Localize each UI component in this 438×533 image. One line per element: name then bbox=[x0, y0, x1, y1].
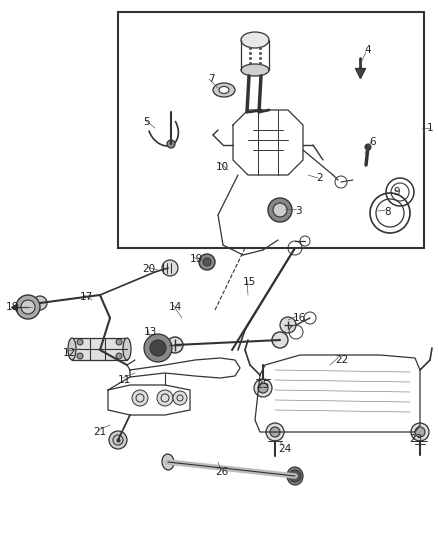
Text: 15: 15 bbox=[242, 277, 256, 287]
Ellipse shape bbox=[241, 32, 269, 48]
Circle shape bbox=[254, 379, 272, 397]
Text: 20: 20 bbox=[142, 264, 155, 274]
Text: 14: 14 bbox=[168, 302, 182, 312]
Text: 13: 13 bbox=[143, 327, 157, 337]
Text: 18: 18 bbox=[5, 302, 19, 312]
Text: 12: 12 bbox=[62, 348, 76, 358]
Circle shape bbox=[199, 254, 215, 270]
Text: 25: 25 bbox=[256, 380, 270, 390]
Circle shape bbox=[157, 390, 173, 406]
Text: 21: 21 bbox=[93, 427, 106, 437]
Text: 4: 4 bbox=[365, 45, 371, 55]
Circle shape bbox=[415, 427, 425, 437]
Circle shape bbox=[272, 332, 288, 348]
Ellipse shape bbox=[219, 86, 229, 93]
Bar bbox=[72, 338, 127, 360]
Ellipse shape bbox=[123, 338, 131, 360]
Text: 10: 10 bbox=[215, 162, 229, 172]
Circle shape bbox=[116, 339, 122, 345]
Circle shape bbox=[167, 337, 183, 353]
Circle shape bbox=[273, 203, 287, 217]
Circle shape bbox=[203, 258, 211, 266]
Ellipse shape bbox=[68, 338, 76, 360]
Text: 24: 24 bbox=[279, 444, 292, 454]
Ellipse shape bbox=[241, 64, 269, 76]
Circle shape bbox=[16, 295, 40, 319]
Text: 9: 9 bbox=[394, 187, 400, 197]
Text: 11: 11 bbox=[117, 375, 131, 385]
Circle shape bbox=[268, 198, 292, 222]
Text: 8: 8 bbox=[385, 207, 391, 217]
Circle shape bbox=[77, 339, 83, 345]
Text: 16: 16 bbox=[293, 313, 306, 323]
Text: 19: 19 bbox=[189, 254, 203, 264]
Text: 17: 17 bbox=[79, 292, 92, 302]
Circle shape bbox=[266, 423, 284, 441]
Circle shape bbox=[289, 470, 301, 482]
Circle shape bbox=[280, 317, 296, 333]
Circle shape bbox=[150, 340, 166, 356]
Text: 1: 1 bbox=[427, 123, 433, 133]
Circle shape bbox=[116, 353, 122, 359]
Circle shape bbox=[33, 296, 47, 310]
Circle shape bbox=[109, 431, 127, 449]
Text: 6: 6 bbox=[370, 137, 376, 147]
Text: 7: 7 bbox=[208, 74, 214, 84]
Ellipse shape bbox=[287, 467, 303, 485]
Circle shape bbox=[144, 334, 172, 362]
Circle shape bbox=[21, 300, 35, 314]
Text: 5: 5 bbox=[144, 117, 150, 127]
Circle shape bbox=[167, 140, 175, 148]
Bar bbox=[118, 12, 424, 248]
Text: 2: 2 bbox=[317, 173, 323, 183]
Circle shape bbox=[77, 353, 83, 359]
Circle shape bbox=[173, 391, 187, 405]
Text: 26: 26 bbox=[215, 467, 229, 477]
Text: 3: 3 bbox=[295, 206, 301, 216]
Circle shape bbox=[258, 383, 268, 393]
Ellipse shape bbox=[162, 454, 174, 470]
Circle shape bbox=[132, 390, 148, 406]
Text: 23: 23 bbox=[410, 434, 423, 444]
Circle shape bbox=[162, 260, 178, 276]
Text: 22: 22 bbox=[336, 355, 349, 365]
Circle shape bbox=[411, 423, 429, 441]
Circle shape bbox=[270, 427, 280, 437]
Ellipse shape bbox=[213, 83, 235, 97]
Circle shape bbox=[365, 144, 371, 150]
